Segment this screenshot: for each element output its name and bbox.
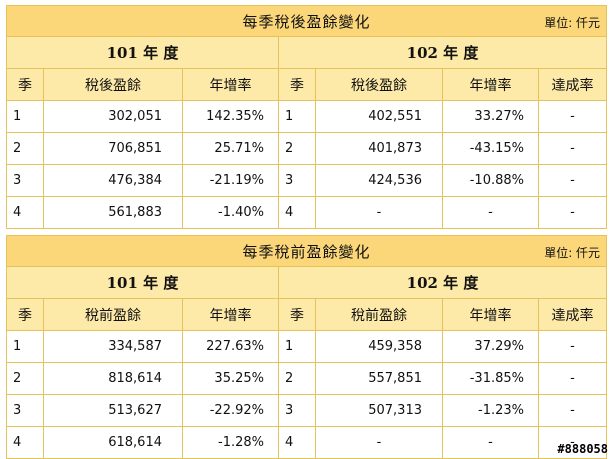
cell-earnings: 401,873 bbox=[315, 132, 443, 165]
col-header-earnings: 稅前盈餘 bbox=[315, 298, 443, 331]
cell-growth: - bbox=[442, 196, 539, 229]
cell-achievement: - bbox=[537, 100, 608, 133]
cell-growth: - bbox=[442, 426, 539, 459]
cell-achievement: - bbox=[537, 196, 608, 229]
cell-achievement: - bbox=[537, 394, 608, 427]
col-header-growth: 年增率 bbox=[442, 68, 539, 101]
cell-growth: 227.63% bbox=[182, 330, 279, 363]
table-row: 3 513,627 -22.92% 3 507,313 -1.23% - bbox=[6, 394, 608, 427]
cell-quarter: 3 bbox=[278, 394, 316, 427]
unit-label: 單位: 仟元 bbox=[544, 16, 601, 30]
col-header-earnings: 稅後盈餘 bbox=[43, 68, 183, 101]
cell-quarter: 4 bbox=[6, 426, 44, 459]
cell-growth: -1.40% bbox=[182, 196, 279, 229]
cell-earnings: 334,587 bbox=[43, 330, 183, 363]
year-header-102: 102 年 度 bbox=[277, 266, 608, 299]
cell-quarter: 2 bbox=[6, 132, 44, 165]
table-row: 4 561,883 -1.40% 4 - - - bbox=[6, 196, 608, 229]
cell-earnings: 561,883 bbox=[43, 196, 183, 229]
year-header-101: 101 年 度 bbox=[6, 36, 279, 69]
col-header-achievement: 達成率 bbox=[537, 68, 608, 101]
cell-earnings: 618,614 bbox=[43, 426, 183, 459]
cell-growth: 35.25% bbox=[182, 362, 279, 395]
table-row: 1 302,051 142.35% 1 402,551 33.27% - bbox=[6, 100, 608, 133]
cell-achievement: - bbox=[537, 164, 608, 197]
table-row: 3 476,384 -21.19% 3 424,536 -10.88% - bbox=[6, 164, 608, 197]
table-title: 每季稅後盈餘變化 單位: 仟元 bbox=[5, 5, 608, 37]
year-header-101: 101 年 度 bbox=[6, 266, 279, 299]
col-header-growth: 年增率 bbox=[182, 68, 279, 101]
watermark-text: #888058 bbox=[557, 442, 608, 456]
cell-earnings: 302,051 bbox=[43, 100, 183, 133]
cell-growth: -10.88% bbox=[442, 164, 539, 197]
cell-quarter: 4 bbox=[278, 196, 316, 229]
cell-earnings: 513,627 bbox=[43, 394, 183, 427]
col-header-growth: 年增率 bbox=[182, 298, 279, 331]
cell-earnings: 706,851 bbox=[43, 132, 183, 165]
table-row: 4 618,614 -1.28% 4 - - - bbox=[6, 426, 608, 459]
cell-achievement: - bbox=[537, 362, 608, 395]
cell-quarter: 1 bbox=[6, 330, 44, 363]
cell-quarter: 2 bbox=[278, 132, 316, 165]
table-row: 1 334,587 227.63% 1 459,358 37.29% - bbox=[6, 330, 608, 363]
cell-earnings: - bbox=[315, 426, 443, 459]
col-header-achievement: 達成率 bbox=[537, 298, 608, 331]
col-header-season: 季 bbox=[278, 68, 316, 101]
cell-quarter: 3 bbox=[6, 164, 44, 197]
col-header-growth: 年增率 bbox=[442, 298, 539, 331]
table-row: 2 818,614 35.25% 2 557,851 -31.85% - bbox=[6, 362, 608, 395]
cell-growth: -1.28% bbox=[182, 426, 279, 459]
cell-quarter: 4 bbox=[6, 196, 44, 229]
col-header-earnings: 稅後盈餘 bbox=[315, 68, 443, 101]
unit-label: 單位: 仟元 bbox=[544, 246, 601, 260]
cell-earnings: 818,614 bbox=[43, 362, 183, 395]
cell-growth: -31.85% bbox=[442, 362, 539, 395]
cell-growth: 33.27% bbox=[442, 100, 539, 133]
col-header-season: 季 bbox=[278, 298, 316, 331]
cell-achievement: - bbox=[537, 330, 608, 363]
cell-quarter: 1 bbox=[6, 100, 44, 133]
table-title-text: 每季稅前盈餘變化 bbox=[242, 242, 371, 261]
col-header-season: 季 bbox=[6, 298, 44, 331]
cell-earnings: 459,358 bbox=[315, 330, 443, 363]
cell-quarter: 3 bbox=[278, 164, 316, 197]
cell-growth: 25.71% bbox=[182, 132, 279, 165]
table-row: 2 706,851 25.71% 2 401,873 -43.15% - bbox=[6, 132, 608, 165]
cell-achievement: - bbox=[537, 132, 608, 165]
cell-growth: -21.19% bbox=[182, 164, 279, 197]
cell-earnings: 557,851 bbox=[315, 362, 443, 395]
cell-quarter: 3 bbox=[6, 394, 44, 427]
pre-tax-earnings-table: 每季稅前盈餘變化 單位: 仟元 101 年 度 102 年 度 季 稅前盈餘 年… bbox=[5, 235, 608, 459]
year-header-102: 102 年 度 bbox=[277, 36, 608, 69]
cell-quarter: 2 bbox=[6, 362, 44, 395]
after-tax-earnings-table: 每季稅後盈餘變化 單位: 仟元 101 年 度 102 年 度 季 稅後盈餘 年… bbox=[5, 5, 608, 229]
cell-quarter: 1 bbox=[278, 100, 316, 133]
cell-quarter: 1 bbox=[278, 330, 316, 363]
cell-earnings: 507,313 bbox=[315, 394, 443, 427]
cell-earnings: 424,536 bbox=[315, 164, 443, 197]
cell-earnings: 476,384 bbox=[43, 164, 183, 197]
cell-growth: -22.92% bbox=[182, 394, 279, 427]
cell-growth: 37.29% bbox=[442, 330, 539, 363]
cell-growth: 142.35% bbox=[182, 100, 279, 133]
table-title: 每季稅前盈餘變化 單位: 仟元 bbox=[5, 235, 608, 267]
col-header-season: 季 bbox=[6, 68, 44, 101]
table-title-text: 每季稅後盈餘變化 bbox=[242, 12, 371, 31]
cell-growth: -43.15% bbox=[442, 132, 539, 165]
cell-growth: -1.23% bbox=[442, 394, 539, 427]
cell-earnings: - bbox=[315, 196, 443, 229]
col-header-earnings: 稅前盈餘 bbox=[43, 298, 183, 331]
cell-earnings: 402,551 bbox=[315, 100, 443, 133]
cell-quarter: 2 bbox=[278, 362, 316, 395]
cell-quarter: 4 bbox=[278, 426, 316, 459]
